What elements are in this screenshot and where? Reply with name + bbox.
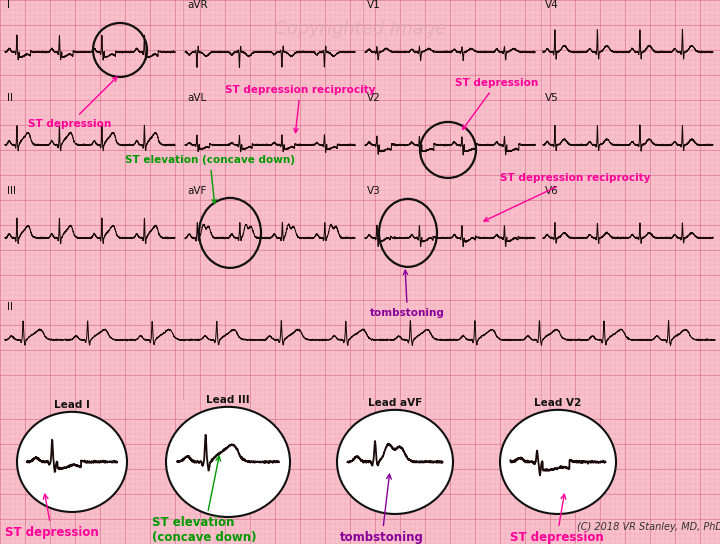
Ellipse shape: [166, 407, 290, 517]
Ellipse shape: [500, 410, 616, 514]
Text: Lead aVF: Lead aVF: [368, 398, 422, 408]
Text: ST depression: ST depression: [5, 494, 99, 539]
Text: III: III: [7, 186, 16, 196]
Text: Lead I: Lead I: [54, 400, 90, 410]
Text: ST depression: ST depression: [510, 494, 604, 544]
Text: ST depression: ST depression: [455, 78, 539, 129]
Text: ST elevation (concave down): ST elevation (concave down): [125, 155, 295, 203]
Text: tombstoning: tombstoning: [340, 474, 424, 544]
Ellipse shape: [17, 412, 127, 512]
Text: V3: V3: [367, 186, 381, 196]
Text: tombstoning: tombstoning: [370, 270, 445, 318]
Text: II: II: [7, 93, 13, 103]
Text: (C) 2018 VR Stanley, MD, PhD: (C) 2018 VR Stanley, MD, PhD: [577, 522, 720, 532]
Text: Lead V2: Lead V2: [534, 398, 582, 408]
Text: aVL: aVL: [187, 93, 206, 103]
Ellipse shape: [337, 410, 453, 514]
Text: V5: V5: [545, 93, 559, 103]
Text: V1: V1: [367, 0, 381, 10]
Text: ST depression reciprocity: ST depression reciprocity: [484, 173, 650, 221]
Text: V2: V2: [367, 93, 381, 103]
Text: V6: V6: [545, 186, 559, 196]
Text: II: II: [7, 302, 13, 312]
Text: ST elevation
(concave down): ST elevation (concave down): [152, 456, 256, 544]
Text: aVR: aVR: [187, 0, 207, 10]
Text: Lead III: Lead III: [206, 395, 250, 405]
Text: ST depression: ST depression: [28, 77, 117, 129]
Text: ST depression reciprocity: ST depression reciprocity: [225, 85, 376, 133]
Text: Copyrighted Image: Copyrighted Image: [274, 20, 446, 38]
Text: aVF: aVF: [187, 186, 207, 196]
Text: I: I: [7, 0, 10, 10]
Text: V4: V4: [545, 0, 559, 10]
